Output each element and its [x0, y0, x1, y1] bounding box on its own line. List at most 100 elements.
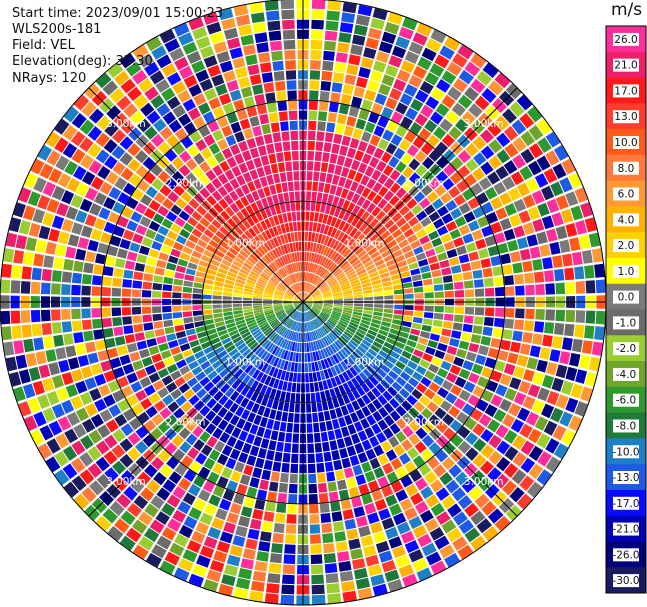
ray-gate	[148, 220, 161, 232]
ray-gate	[238, 371, 247, 382]
ray-gate	[198, 125, 211, 138]
ray-gate	[464, 527, 481, 543]
ray-gate	[345, 268, 355, 276]
ray-gate	[355, 374, 364, 385]
ray-gate	[103, 450, 118, 465]
ray-gate	[395, 405, 407, 417]
ray-gate	[493, 409, 507, 423]
ray-gate	[401, 152, 413, 165]
ray-gate	[283, 442, 292, 453]
ray-gate	[311, 308, 319, 315]
ray-gate	[383, 285, 393, 291]
ray-gate	[284, 294, 294, 299]
ray-gate	[484, 357, 497, 369]
ray-gate	[306, 181, 312, 191]
ray-gate	[274, 389, 282, 400]
ray-gate	[297, 332, 301, 342]
ray-gate	[318, 282, 327, 290]
ray-gate	[33, 253, 44, 267]
ray-gate	[332, 288, 342, 294]
ray-gate	[385, 97, 398, 110]
ray-gate	[327, 368, 334, 378]
ray-gate	[67, 357, 80, 370]
ray-gate	[136, 340, 148, 350]
ray-gate	[294, 181, 300, 191]
ray-gate	[211, 190, 223, 202]
ray-gate	[254, 311, 264, 316]
ray-gate	[542, 334, 553, 347]
ray-gate	[305, 332, 309, 342]
ray-gate	[251, 356, 260, 366]
ray-gate	[213, 550, 228, 563]
nrays-label: NRays: 120	[12, 71, 87, 86]
ray-gate	[182, 549, 198, 563]
ray-gate	[172, 509, 187, 523]
ray-gate	[311, 0, 326, 10]
ray-gate	[283, 350, 289, 360]
ray-gate	[299, 302, 303, 312]
ray-gate	[330, 216, 338, 227]
ray-gate	[372, 237, 383, 246]
ray-gate	[303, 302, 312, 307]
ray-gate	[312, 222, 318, 232]
ray-gate	[283, 300, 293, 302]
ray-gate	[221, 574, 236, 587]
ray-gate	[298, 293, 303, 302]
ray-gate	[541, 403, 555, 419]
ray-gate	[381, 151, 392, 164]
ray-gate	[333, 306, 343, 310]
ray-gate	[30, 281, 41, 294]
ray-gate	[71, 222, 84, 235]
ray-gate	[465, 447, 479, 461]
ray-gate	[420, 448, 434, 462]
ray-gate	[137, 411, 150, 425]
ray-gate	[199, 545, 215, 559]
ray-gate	[70, 395, 84, 410]
ray-gate	[308, 100, 318, 110]
ray-gate	[349, 241, 359, 251]
ray-gate	[381, 276, 391, 283]
ray-gate	[217, 186, 228, 197]
ray-gate	[323, 451, 332, 462]
ray-gate	[341, 12, 356, 24]
ray-gate	[247, 241, 257, 251]
ray-gate	[319, 327, 326, 336]
ray-gate	[208, 239, 219, 249]
ray-gate	[541, 185, 555, 201]
ray-gate	[154, 360, 166, 371]
ray-gate	[203, 284, 213, 290]
ray-gate	[313, 295, 322, 299]
ray-gate	[343, 235, 352, 246]
ray-gate	[412, 371, 423, 382]
ray-gate	[487, 122, 502, 137]
ray-gate	[161, 375, 173, 386]
ray-gate	[340, 317, 350, 324]
ray-gate	[104, 155, 118, 170]
colorbar-label: 2.0	[618, 240, 635, 252]
ray-gate	[73, 260, 84, 272]
ray-gate	[389, 195, 400, 206]
ray-gate	[229, 178, 240, 190]
ray-gate	[559, 411, 573, 427]
ray-gate	[520, 148, 535, 164]
ray-gate	[323, 296, 333, 300]
ray-gate	[303, 302, 308, 311]
ray-gate	[232, 293, 243, 297]
ray-gate	[313, 297, 323, 300]
ray-gate	[289, 351, 294, 362]
ray-gate	[212, 129, 224, 142]
ray-gate	[283, 360, 289, 371]
ray-gate	[203, 134, 216, 147]
ray-gate	[375, 383, 386, 394]
ray-gate	[527, 481, 543, 498]
ray-gate	[64, 428, 78, 444]
ray-gate	[257, 319, 267, 326]
ray-gate	[256, 222, 264, 233]
ray-gate	[45, 456, 61, 473]
elevation-label: Elevation(deg): 35.30	[12, 54, 153, 69]
ray-gate	[373, 444, 385, 457]
ray-gate	[143, 171, 157, 185]
ray-gate	[239, 345, 249, 354]
ray-gate	[226, 275, 236, 282]
ray-gate	[435, 487, 450, 501]
